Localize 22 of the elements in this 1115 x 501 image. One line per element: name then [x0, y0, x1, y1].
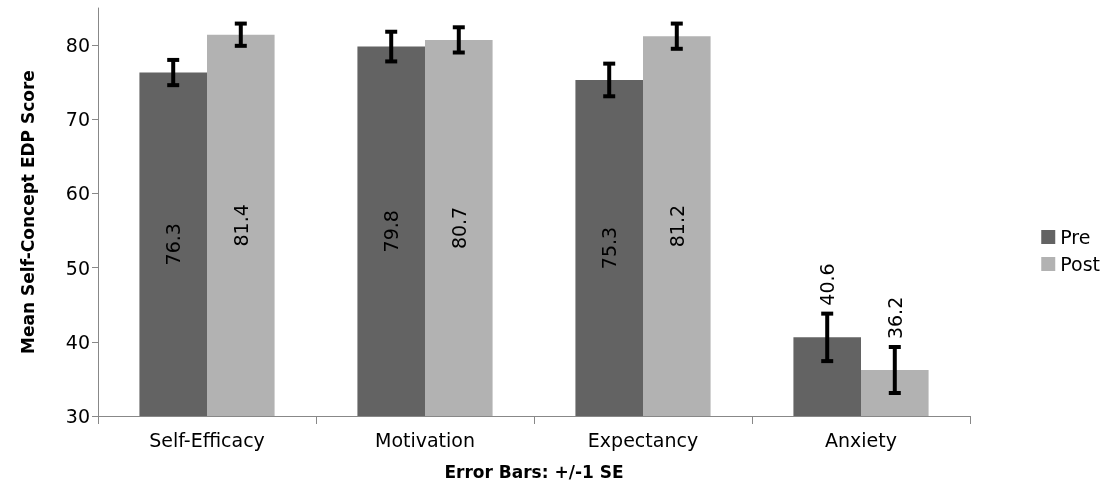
y-tick-label: 80: [65, 34, 90, 57]
x-tick-label: Self-Efficacy: [149, 428, 265, 451]
y-tick-label: 40: [65, 330, 90, 353]
y-tick-label: 50: [65, 256, 90, 279]
data-label: 80.7: [447, 206, 470, 250]
data-label: 81.4: [229, 204, 252, 247]
data-label: 36.2: [883, 296, 906, 340]
legend-label: Post: [1060, 253, 1101, 275]
legend-label: Pre: [1060, 226, 1091, 248]
data-label: 79.8: [380, 210, 403, 253]
y-tick-label: 60: [65, 182, 90, 205]
x-tick-label: Expectancy: [587, 428, 699, 451]
x-tick-label: Anxiety: [825, 428, 897, 451]
y-tick-label: 30: [65, 405, 90, 427]
x-axis-title: Error Bars: +/-1 SE: [444, 461, 624, 482]
x-tick-label: Motivation: [374, 428, 476, 451]
data-label: 81.2: [665, 204, 688, 248]
data-label: 75.3: [598, 226, 621, 270]
data-label: 40.6: [816, 263, 839, 306]
data-label: 76.3: [162, 223, 185, 266]
y-tick-label: 70: [65, 108, 90, 131]
y-axis-title: Mean Self-Concept EDP Score: [17, 70, 38, 354]
